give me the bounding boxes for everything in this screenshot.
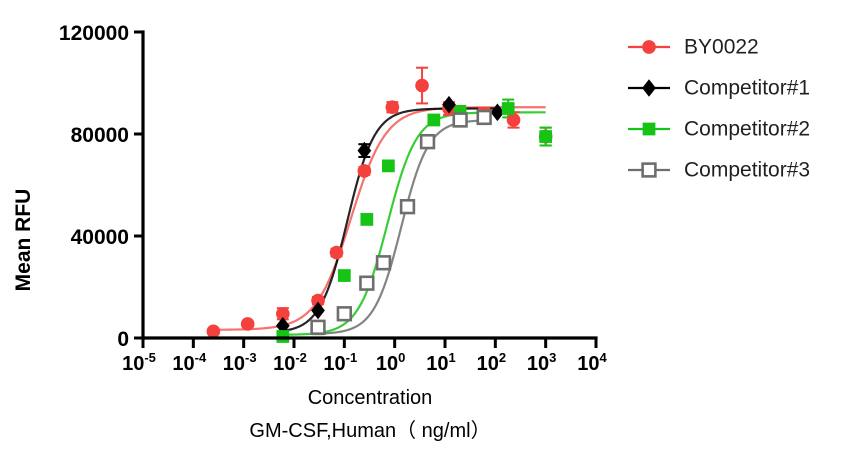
data-point-competitor-2 [381, 159, 395, 173]
data-point-competitor-1 [490, 103, 505, 122]
legend-label: BY0022 [684, 36, 759, 59]
data-point-competitor-2 [539, 130, 553, 143]
tick-labels-layer: 0 40000 80000 120000 10-5 10-4 10-3 10-2 10-1 100… [59, 22, 608, 375]
data-point-competitor-3 [375, 255, 392, 271]
data-point-competitor-3 [310, 319, 326, 335]
svg-text:104: 104 [577, 350, 607, 375]
y-tick-label: 0 [117, 328, 129, 351]
y-tick-label: 120000 [59, 22, 129, 45]
axes-layer [134, 30, 598, 348]
data-point-competitor-3 [399, 198, 416, 215]
series-curve-by0022 [213, 106, 546, 331]
data-point-competitor-2 [337, 269, 351, 282]
data-point-competitor-1 [442, 95, 456, 114]
svg-text:101: 101 [426, 350, 455, 375]
data-point-competitor-2 [360, 213, 374, 226]
data-point-by0022 [506, 113, 521, 127]
y-tick-label: 80000 [71, 124, 129, 147]
data-point-competitor-1 [311, 301, 325, 320]
legend-marker-square [642, 122, 656, 136]
x-tick-label: 10-3 [223, 350, 257, 375]
data-point-by0022 [240, 317, 255, 331]
x-tick-label: 102 [477, 350, 506, 375]
data-point-by0022 [206, 324, 221, 339]
y-tick-label: 40000 [71, 226, 129, 249]
svg-text:10-5: 10-5 [122, 350, 156, 375]
svg-text:102: 102 [477, 350, 506, 375]
curves-layer [213, 106, 546, 336]
legend-label: Competitor#1 [684, 77, 810, 100]
svg-text:10-2: 10-2 [273, 350, 307, 375]
data-point-competitor-3 [359, 275, 375, 291]
data-point-by0022 [329, 245, 344, 260]
x-tick-label: 10-5 [122, 350, 156, 375]
legend-item-competitor-2[interactable]: Competitor#2 [628, 118, 810, 141]
svg-text:10-4: 10-4 [172, 350, 207, 375]
data-point-by0022 [357, 164, 372, 178]
data-point-competitor-2 [501, 102, 515, 115]
legend-item-competitor-1[interactable]: Competitor#1 [628, 77, 810, 100]
legend-label: Competitor#2 [684, 118, 810, 141]
chart-legend: BY0022 Competitor#1 Competitor#2 Competitor… [628, 36, 810, 182]
data-point-competitor-2 [427, 113, 441, 127]
svg-text:10-3: 10-3 [223, 350, 257, 375]
x-axis-title-line-1: Concentration [308, 387, 433, 409]
data-point-competitor-3 [336, 306, 353, 322]
x-tick-label: 10-2 [273, 350, 307, 375]
data-point-by0022 [385, 100, 400, 115]
x-tick-label: 100 [376, 350, 405, 375]
x-tick-label: 104 [577, 350, 607, 375]
legend-marker-square-open [641, 162, 657, 178]
data-point-competitor-3 [476, 109, 492, 126]
svg-text:100: 100 [376, 350, 405, 375]
legend-marker-diamond [642, 79, 656, 97]
data-point-competitor-3 [419, 133, 436, 150]
y-axis-title: Mean RFU [12, 189, 35, 292]
svg-text:10-1: 10-1 [323, 350, 357, 375]
series-curve-competitor-3 [317, 119, 485, 335]
legend-item-by0022[interactable]: BY0022 [628, 36, 759, 59]
data-point-by0022 [276, 306, 290, 321]
data-points-layer [206, 78, 553, 343]
legend-marker-circle [642, 40, 656, 54]
legend-item-competitor-3[interactable]: Competitor#3 [628, 159, 810, 182]
x-tick-label: 10-1 [323, 350, 357, 375]
svg-text:103: 103 [527, 350, 556, 375]
x-tick-label: 10-4 [172, 350, 207, 375]
data-point-by0022 [415, 78, 429, 93]
x-axis-title-line-2: GM-CSF,Human（ ng/ml） [249, 419, 490, 442]
data-point-competitor-1 [357, 141, 372, 160]
data-point-competitor-3 [452, 112, 468, 128]
x-tick-label: 101 [426, 350, 455, 375]
x-tick-label: 103 [527, 350, 556, 375]
data-point-by0022 [311, 293, 325, 308]
legend-label: Competitor#3 [684, 159, 810, 182]
